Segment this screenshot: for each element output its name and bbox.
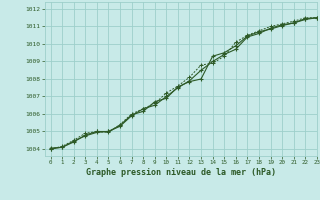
X-axis label: Graphe pression niveau de la mer (hPa): Graphe pression niveau de la mer (hPa) <box>86 168 276 177</box>
